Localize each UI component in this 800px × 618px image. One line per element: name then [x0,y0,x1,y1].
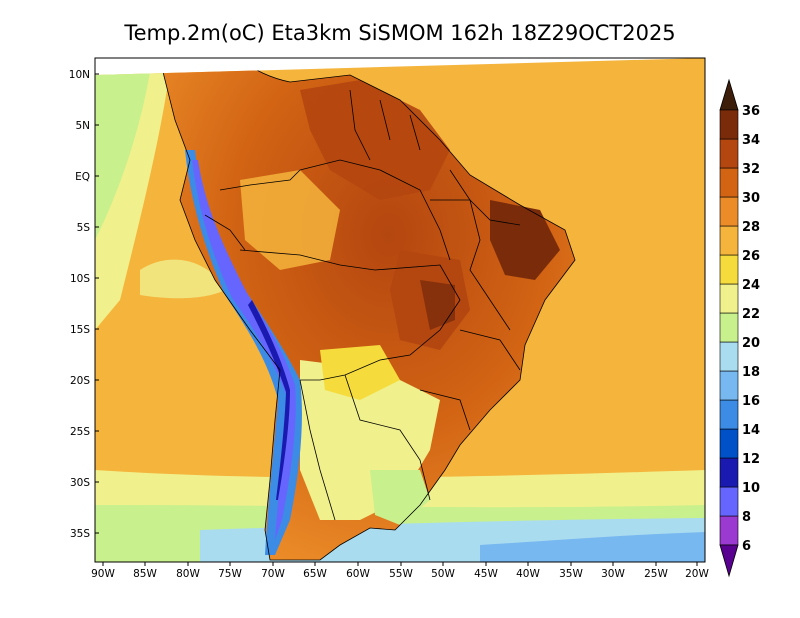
colorbar-box [719,254,739,285]
lon-label-45w: 45W [474,568,498,580]
lat-label-5n: 5N [75,120,90,132]
lon-label-40w: 40W [516,568,540,580]
colorbar-label-22: 22 [742,307,760,322]
colorbar-label-12: 12 [742,452,760,467]
country-borders [159,59,576,561]
colorbar-box [719,399,739,430]
colorbar-box [719,486,739,517]
colorbar-box [719,196,739,227]
ocean-cooler-pacific-west [95,72,150,240]
colorbar: 6 8 10 12 14 16 18 20 22 24 26 28 30 32 … [719,78,760,578]
lat-label-10n: 10N [69,69,90,81]
lon-label-70w: 70W [261,568,285,580]
lat-label-25s: 25S [70,426,90,438]
colorbar-box [719,370,739,401]
colorbar-boxes [719,109,739,546]
colorbar-label-26: 26 [742,249,760,264]
map-frame [94,57,706,563]
colorbar-box [719,283,739,314]
colorbar-box [719,341,739,372]
land-dark-hot-central [420,280,455,330]
lon-label-60w: 60W [346,568,370,580]
andes-peak-stripe [192,160,296,540]
lon-label-20w: 20W [685,568,709,580]
lon-label-75w: 75W [218,568,242,580]
lat-label-10s: 10S [70,273,90,285]
colorbar-label-16: 16 [742,394,760,409]
colorbar-box [719,428,739,459]
land-very-hot-region [300,80,450,200]
colorbar-box [719,312,739,343]
colorbar-label-6: 6 [742,539,751,554]
lat-label-30s: 30S [70,477,90,489]
lon-label-50w: 50W [431,568,455,580]
colorbar-label-10: 10 [742,481,760,496]
lat-label-5s: 5S [77,222,91,234]
colorbar-box [719,109,739,140]
land-cooler-south-uruguay [370,470,430,525]
colorbar-box [719,167,739,198]
map-panel: 10N 5N EQ 5S 10S 15S 20S 25S 30S 35S 90W [69,57,709,580]
colorbar-labels: 6 8 10 12 14 16 18 20 22 24 26 28 30 32 … [742,104,760,554]
land-chaco-warm [320,345,400,400]
land-hottest-northeast [490,200,560,280]
lat-label-20s: 20S [70,375,90,387]
lon-label-65w: 65W [303,568,327,580]
land-warm-western-amazon [240,170,340,270]
colorbar-label-18: 18 [742,365,760,380]
lon-label-35w: 35W [559,568,583,580]
lat-label-eq: EQ [75,171,90,183]
colorbar-label-8: 8 [742,510,751,525]
colorbar-label-20: 20 [742,336,760,351]
longitude-axis: 90W 85W 80W 75W 70W 65W 60W 55W 50W 45W … [91,568,709,580]
latitude-ticks [95,73,99,534]
lon-label-90w: 90W [91,568,115,580]
latitude-axis: 10N 5N EQ 5S 10S 15S 20S 25S 30S 35S [69,69,91,540]
colorbar-label-28: 28 [742,220,760,235]
lon-label-80w: 80W [176,568,200,580]
colorbar-min-arrow [719,544,739,578]
colorbar-max-arrow [719,78,739,111]
colorbar-box [719,225,739,256]
colorbar-label-32: 32 [742,162,760,177]
colorbar-box [719,515,739,546]
colorbar-label-24: 24 [742,278,760,293]
lon-label-85w: 85W [133,568,157,580]
lat-label-15s: 15S [70,324,90,336]
ocean-pacific-cool-patch [140,259,225,299]
lon-label-30w: 30W [601,568,625,580]
ocean-pacific-warm-patch [120,309,230,374]
andes-highest-stripe [248,300,290,500]
colorbar-label-36: 36 [742,104,760,119]
colorbar-label-34: 34 [742,133,760,148]
lat-label-35s: 35S [70,528,90,540]
colorbar-label-14: 14 [742,423,760,438]
colorbar-label-30: 30 [742,191,760,206]
longitude-ticks [102,562,698,566]
colorbar-box [719,457,739,488]
map-title: Temp.2m(oC) Eta3km SiSMOM 162h 18Z29OCT2… [123,21,675,45]
ocean-coldest-band-south [480,532,705,562]
colorbar-box [719,138,739,169]
lon-label-55w: 55W [389,568,413,580]
lon-label-25w: 25W [644,568,668,580]
